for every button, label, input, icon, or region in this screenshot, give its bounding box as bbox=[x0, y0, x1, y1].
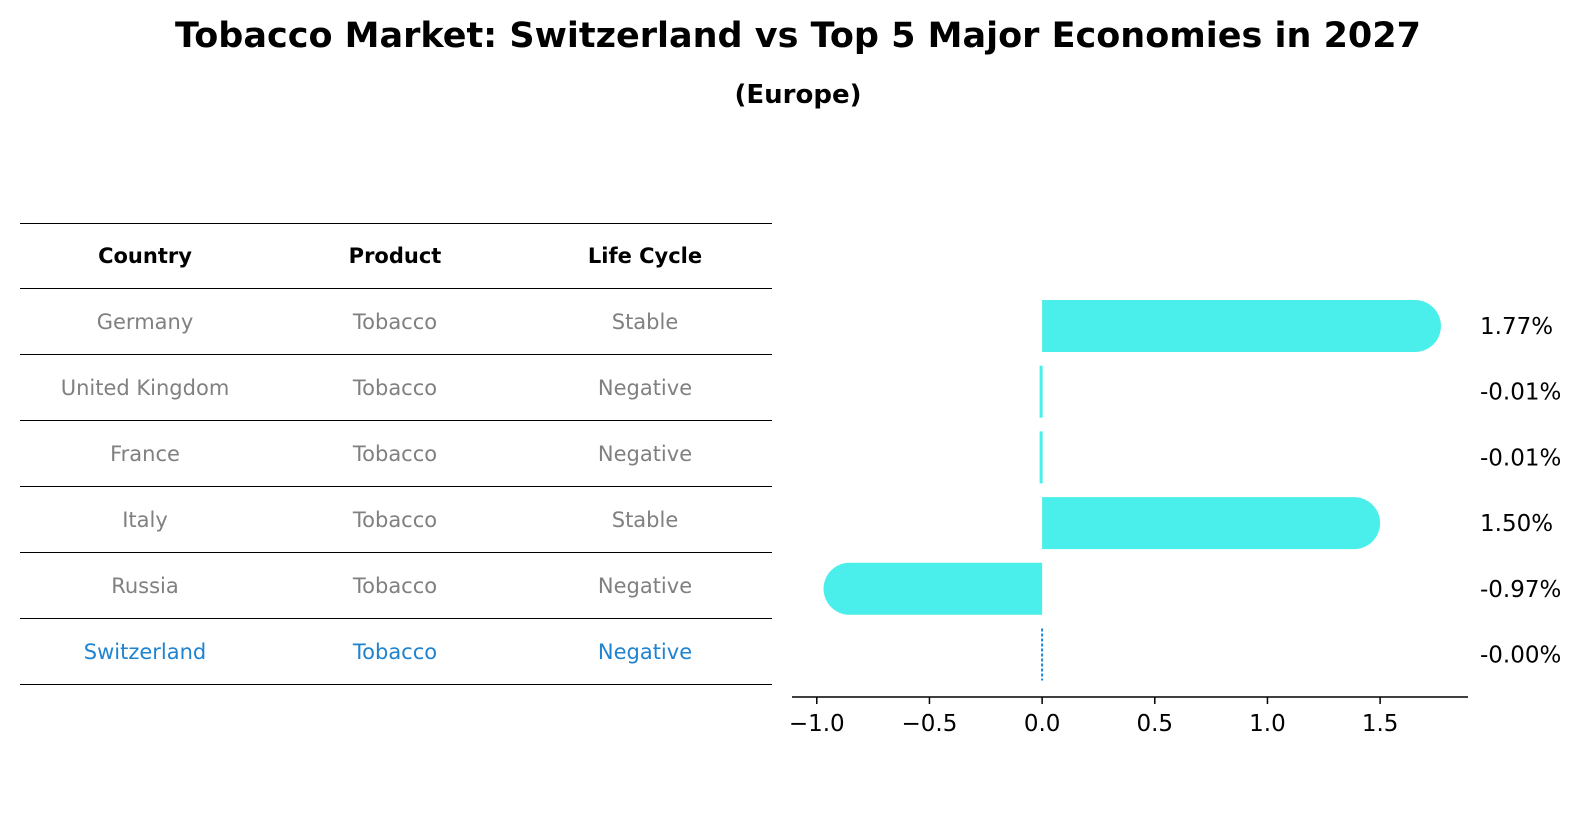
country-table: Country Product Life Cycle Germany Tobac… bbox=[20, 223, 772, 685]
bar bbox=[823, 562, 1043, 615]
cell-life-cycle: Stable bbox=[611, 507, 679, 532]
header-country: Country bbox=[98, 244, 192, 268]
bar-value-label: -0.01% bbox=[1480, 380, 1561, 406]
bar bbox=[1042, 300, 1441, 352]
cell-life-cycle: Negative bbox=[597, 573, 693, 598]
bar-value-label: -0.97% bbox=[1480, 577, 1561, 603]
cell-life-cycle: Negative bbox=[597, 639, 693, 664]
table-row: Italy Tobacco Stable bbox=[20, 487, 772, 553]
x-tick-label: −0.5 bbox=[902, 711, 958, 737]
cell-country: Switzerland bbox=[83, 639, 207, 664]
cell-product: Tobacco bbox=[352, 441, 438, 466]
table-row: Russia Tobacco Negative bbox=[20, 553, 772, 619]
cell-country: United Kingdom bbox=[60, 375, 230, 400]
cell-product: Tobacco bbox=[352, 507, 438, 532]
cell-product: Tobacco bbox=[352, 309, 438, 334]
x-tick-label: −1.0 bbox=[789, 711, 845, 737]
x-tick-label: 1.0 bbox=[1249, 711, 1286, 737]
header-life-cycle: Life Cycle bbox=[587, 244, 703, 268]
chart-subtitle: (Europe) bbox=[734, 80, 862, 110]
table-row: Germany Tobacco Stable bbox=[20, 289, 772, 355]
x-tick-label: 1.5 bbox=[1362, 711, 1399, 737]
cell-life-cycle: Stable bbox=[611, 309, 679, 334]
bar-value-label: -0.01% bbox=[1480, 445, 1561, 471]
chart-title: Tobacco Market: Switzerland vs Top 5 Maj… bbox=[175, 16, 1421, 56]
table-header-row: Country Product Life Cycle bbox=[20, 223, 772, 289]
table-row: France Tobacco Negative bbox=[20, 421, 772, 487]
x-tick-label: 0.5 bbox=[1136, 711, 1173, 737]
header-product: Product bbox=[348, 244, 442, 268]
x-tick-label: 0.0 bbox=[1024, 711, 1061, 737]
cell-product: Tobacco bbox=[352, 573, 438, 598]
cell-product: Tobacco bbox=[352, 639, 438, 664]
cell-country: France bbox=[110, 441, 180, 466]
bar-value-label: -0.00% bbox=[1480, 643, 1561, 669]
bar bbox=[1042, 497, 1381, 550]
cell-product: Tobacco bbox=[352, 375, 438, 400]
table-row: United Kingdom Tobacco Negative bbox=[20, 355, 772, 421]
bar-value-label: 1.50% bbox=[1480, 511, 1553, 537]
cell-country: Germany bbox=[96, 309, 194, 334]
cell-country: Italy bbox=[122, 507, 168, 532]
cell-life-cycle: Negative bbox=[597, 375, 693, 400]
table-row-highlight: Switzerland Tobacco Negative bbox=[20, 619, 772, 685]
cell-life-cycle: Negative bbox=[597, 441, 693, 466]
bar-value-label: 1.77% bbox=[1480, 314, 1553, 340]
cell-country: Russia bbox=[111, 573, 179, 598]
